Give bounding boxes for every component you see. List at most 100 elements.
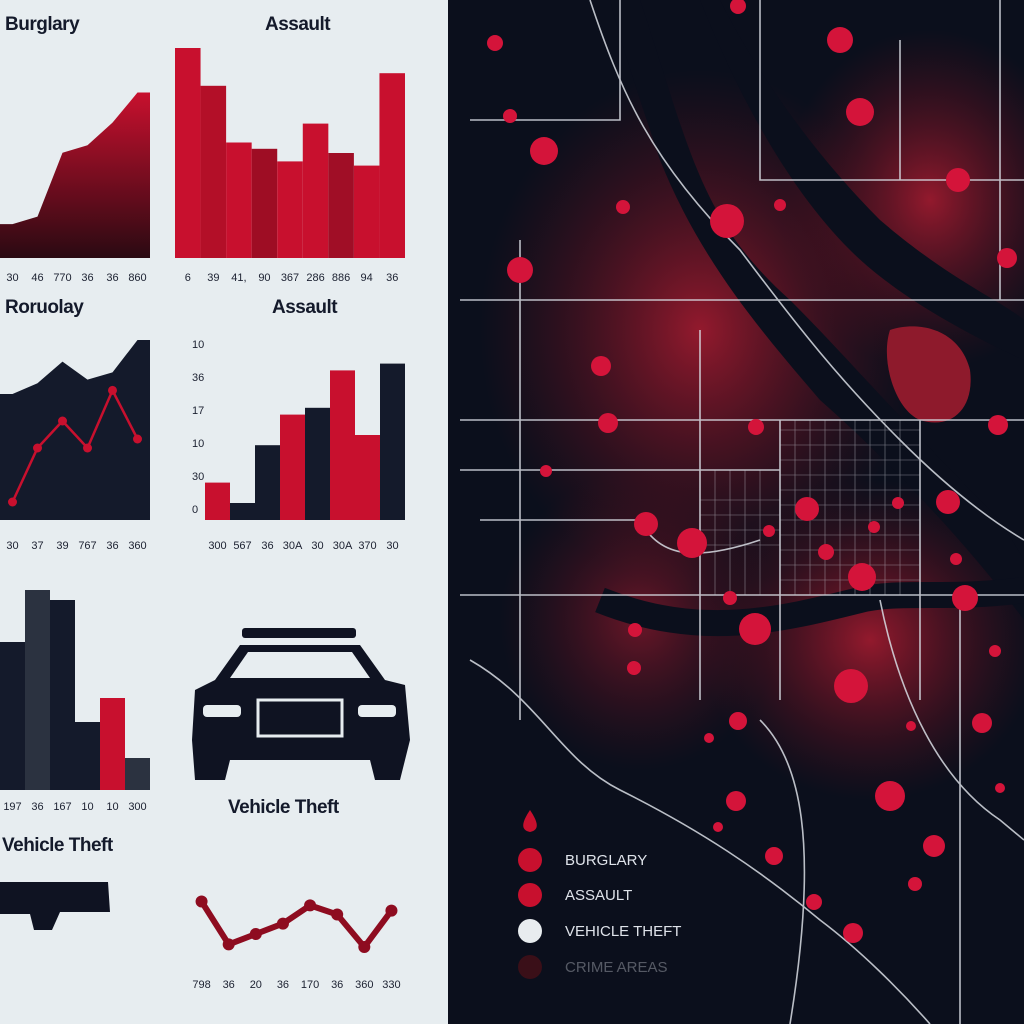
area	[0, 340, 150, 520]
x-tick-label: 36	[277, 979, 289, 991]
incident-dot	[988, 415, 1008, 435]
incident-dot	[616, 200, 630, 214]
x-tick-label: 36	[31, 801, 43, 813]
legend: Burglary Assault Vehicle Theft Crime Are…	[518, 810, 681, 979]
point	[33, 443, 42, 453]
map: Burglary Assault Vehicle Theft Crime Are…	[448, 0, 1024, 1024]
legend-label: Assault	[565, 887, 632, 904]
incident-dot	[843, 923, 863, 943]
bar	[379, 73, 405, 258]
point	[358, 941, 371, 953]
bar	[255, 445, 280, 520]
incident-dot	[795, 497, 819, 521]
x-tick-label: 300	[208, 540, 226, 552]
legend-swatch	[518, 919, 542, 943]
point	[195, 895, 208, 908]
street-grid	[700, 420, 920, 595]
point	[249, 928, 262, 940]
incident-dot	[923, 835, 945, 857]
x-tick-label: 286	[306, 272, 324, 284]
bar	[355, 435, 380, 520]
incident-dot	[892, 497, 904, 509]
incident-dot	[713, 822, 723, 832]
incident-dot	[487, 35, 503, 51]
x-tick-label: 36	[261, 540, 273, 552]
x-tick-label: 36	[106, 272, 118, 284]
bar	[353, 165, 380, 258]
x-tick-label: 886	[332, 272, 350, 284]
y-tick-label: 36	[192, 372, 204, 384]
incident-dot	[806, 894, 822, 910]
incident-dot	[530, 137, 558, 165]
incident-dot	[908, 877, 922, 891]
legend-swatch	[518, 848, 542, 872]
river	[700, 0, 1024, 360]
point	[276, 917, 289, 930]
incident-dot	[507, 257, 533, 283]
point	[304, 899, 317, 912]
bar	[302, 123, 329, 258]
bar	[0, 642, 25, 790]
point	[331, 908, 344, 921]
incident-dot	[726, 791, 746, 811]
x-tick-label: 197	[3, 801, 21, 813]
x-tick-label: 167	[53, 801, 71, 813]
incident-dot	[972, 713, 992, 733]
incident-dot	[627, 661, 641, 675]
y-tick-label: 30	[192, 471, 204, 483]
legend-swatch	[518, 955, 542, 979]
point	[108, 385, 117, 395]
x-tick-label: 36	[223, 979, 235, 991]
incident-dot	[748, 419, 764, 435]
incident-dot	[723, 591, 737, 605]
incident-dot	[946, 168, 970, 192]
bar	[75, 722, 100, 790]
legend-label: Burglary	[565, 852, 647, 869]
incident-dot	[818, 544, 834, 560]
y-tick-label: 10	[192, 438, 204, 450]
legend-label: Vehicle Theft	[565, 923, 681, 940]
x-tick-label: 20	[250, 979, 262, 991]
x-tick-label: 330	[382, 979, 400, 991]
bar	[380, 363, 405, 520]
legend-swatch	[518, 883, 542, 907]
x-tick-label: 360	[128, 540, 146, 552]
legend-icon	[523, 810, 537, 832]
bar	[50, 600, 75, 790]
incident-dot	[598, 413, 618, 433]
x-tick-label: 30	[6, 540, 18, 552]
x-tick-label: 39	[56, 540, 68, 552]
incident-dot	[710, 204, 744, 238]
incident-dot	[950, 553, 962, 565]
bar	[230, 503, 255, 520]
incident-dot	[846, 98, 874, 126]
x-tick-label: 767	[78, 540, 96, 552]
x-tick-label: 367	[281, 272, 299, 284]
point	[83, 443, 92, 453]
bar	[251, 148, 278, 258]
bar	[100, 698, 125, 790]
incident-dot	[730, 0, 746, 14]
incident-dot	[634, 512, 658, 536]
x-tick-label: 370	[358, 540, 376, 552]
bar	[175, 48, 201, 258]
x-tick-label: 10	[106, 801, 118, 813]
x-tick-label: 30A	[333, 540, 353, 552]
incident-dot	[739, 613, 771, 645]
incident-dot	[936, 490, 960, 514]
x-tick-label: 770	[53, 272, 71, 284]
incident-dot	[875, 781, 905, 811]
x-tick-label: 10	[81, 801, 93, 813]
line	[11, 387, 139, 503]
chart-title: Vehicle Theft	[228, 797, 340, 818]
x-tick-label: 300	[128, 801, 146, 813]
incident-dots	[487, 0, 1017, 943]
incident-dot	[763, 525, 775, 537]
incident-dot	[997, 248, 1017, 268]
chart-title: Assault	[272, 297, 338, 318]
x-tick-label: 30	[6, 272, 18, 284]
incident-dot	[868, 521, 880, 533]
chart-title: Roruolay	[5, 297, 84, 318]
